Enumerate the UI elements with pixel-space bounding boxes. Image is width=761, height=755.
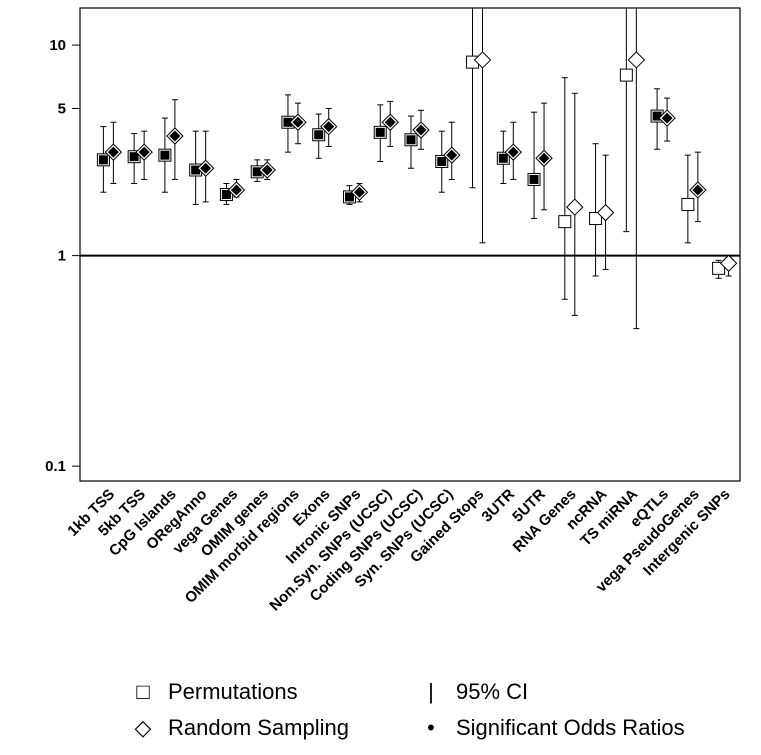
significant-dot [507, 146, 519, 158]
significant-dot [314, 130, 324, 140]
y-tick-label: 5 [58, 100, 66, 117]
square-icon: □ [136, 679, 150, 704]
significant-dot [498, 153, 508, 163]
diamond-marker [627, 51, 646, 69]
category-label: 3UTR [478, 486, 518, 526]
significant-dot [292, 116, 304, 128]
significant-dot [538, 152, 550, 164]
significant-dot [529, 174, 539, 184]
significant-dot [160, 150, 170, 160]
square-marker [619, 68, 633, 82]
diamond-marker [596, 203, 615, 222]
legend-label-significant: Significant Odds Ratios [456, 715, 685, 740]
square-marker [712, 261, 726, 275]
significant-dot [446, 149, 458, 161]
diamond-marker [566, 198, 584, 216]
y-axis: 0.1 1 5 10 [45, 37, 80, 475]
significant-dot [129, 152, 139, 162]
legend-item-ci: | 95% CI [420, 678, 528, 706]
significant-dot [375, 127, 385, 137]
legend-label-random-sampling: Random Sampling [168, 715, 349, 740]
diamond-marker [719, 254, 738, 272]
significant-dot [406, 135, 416, 145]
legend-item-permutations: □ Permutations [132, 678, 298, 706]
square-marker [558, 215, 572, 229]
significant-dot [98, 155, 108, 165]
legend-item-significant: • Significant Odds Ratios [420, 714, 685, 742]
significant-dot [107, 146, 119, 158]
square-marker [589, 212, 603, 226]
significant-dot [692, 184, 704, 196]
y-tick-label: 0.1 [45, 458, 66, 475]
diamond-icon: ◇ [134, 715, 152, 740]
y-tick-label: 10 [49, 37, 66, 54]
significant-dot [169, 130, 181, 142]
markers [96, 51, 738, 275]
bar-icon: | [428, 679, 434, 704]
legend-label-ci: 95% CI [456, 679, 529, 704]
diamond-marker [473, 51, 492, 69]
significant-dot [221, 190, 231, 200]
y-tick-label: 1 [58, 248, 66, 265]
significant-dot [230, 184, 242, 196]
significant-dot [415, 124, 427, 136]
legend-item-random-sampling: ◇ Random Sampling [132, 714, 349, 742]
significant-dot [661, 112, 673, 124]
dot-icon: • [427, 715, 435, 740]
significant-dot [261, 164, 273, 176]
square-marker [681, 197, 695, 211]
significant-dot [437, 156, 447, 166]
significant-dot [283, 117, 293, 127]
significant-dot [652, 111, 662, 121]
significant-dot [191, 165, 201, 175]
plot-frame [79, 7, 741, 482]
significant-dot [344, 192, 354, 202]
significant-dot [138, 146, 150, 158]
significant-dot [384, 116, 396, 128]
significant-dot [323, 121, 335, 133]
significant-dot [252, 167, 262, 177]
significant-dot [200, 162, 212, 174]
significant-dot [353, 186, 365, 198]
error-bars [100, 8, 732, 330]
legend-label-permutations: Permutations [168, 679, 298, 704]
